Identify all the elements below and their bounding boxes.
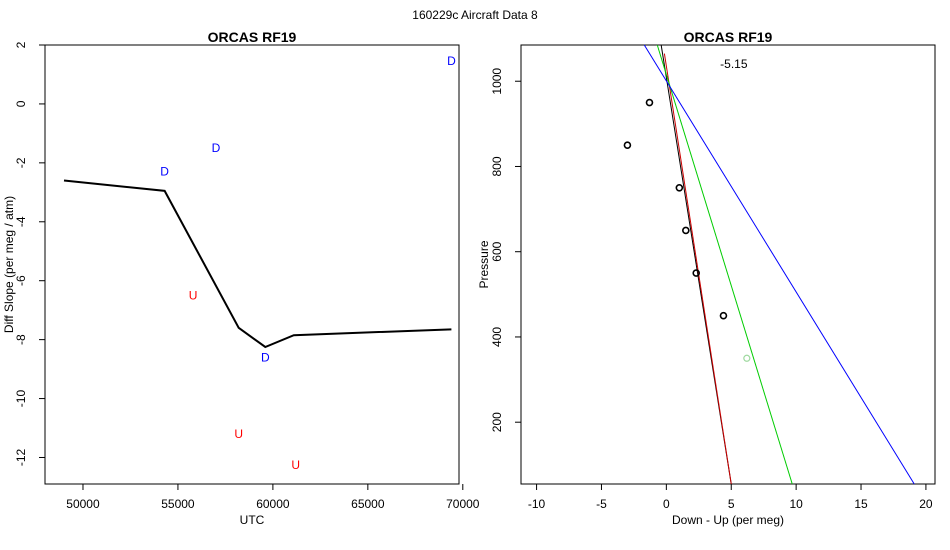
left-x-tick-label: 50000 (66, 497, 100, 511)
left-x-axis-label: UTC (240, 513, 265, 527)
blue-fit-line (643, 44, 915, 485)
right-annotation: -5.15 (720, 57, 748, 71)
down-label: D (447, 54, 456, 68)
left-x-tick-label: 55000 (161, 497, 195, 511)
left-chart-title: ORCAS RF19 (208, 29, 297, 45)
up-label: U (189, 288, 198, 302)
right-chart-panel: ORCAS RF19 Down - Up (per meg) Pressure … (477, 29, 936, 527)
right-x-ticks: -10 -5 0 5 10 15 20 (528, 484, 933, 511)
right-y-tick-label: 800 (490, 156, 504, 176)
left-y-axis-label: Diff Slope (per meg / atm) (2, 196, 16, 333)
right-scatter-points (623, 98, 751, 362)
right-y-tick-label: 1000 (490, 68, 504, 95)
left-x-tick-label: 60000 (256, 497, 290, 511)
down-label: D (261, 350, 270, 364)
right-x-tick-label: -10 (528, 497, 546, 511)
right-chart-title: ORCAS RF19 (684, 29, 773, 45)
scatter-point (645, 98, 654, 107)
right-y-tick-label: 400 (490, 327, 504, 347)
right-y-ticks: 200 400 600 800 1000 (490, 68, 521, 432)
scatter-point (623, 141, 632, 149)
scatter-point (675, 183, 684, 192)
right-x-tick-label: 0 (663, 497, 670, 511)
left-x-tick-label: 65000 (351, 497, 385, 511)
left-x-tick-label: 70000 (446, 497, 480, 511)
outlier-point (743, 354, 751, 362)
left-y-tick-label: -10 (14, 390, 28, 408)
left-y-tick-label: -6 (14, 275, 28, 286)
left-y-tick-label: -2 (14, 157, 28, 168)
up-label: U (234, 427, 243, 441)
scatter-point (719, 311, 728, 320)
right-x-tick-label: 10 (789, 497, 803, 511)
red-fit-line (663, 53, 732, 485)
scatter-point (692, 269, 701, 277)
right-x-tick-label: 15 (854, 497, 868, 511)
down-label: D (160, 165, 169, 179)
scatter-point (682, 226, 690, 235)
left-y-tick-label: -12 (14, 448, 28, 466)
figure-suptitle: 160229c Aircraft Data 8 (412, 8, 538, 22)
right-x-tick-label: -5 (596, 497, 607, 511)
left-y-tick-label: 2 (14, 41, 28, 48)
right-fit-lines (643, 44, 915, 485)
right-y-tick-label: 200 (490, 412, 504, 432)
left-series (63, 179, 452, 349)
left-chart-panel: ORCAS RF19 UTC Diff Slope (per meg / atm… (2, 29, 480, 527)
right-x-tick-label: 5 (728, 497, 735, 511)
left-plot-frame (44, 44, 460, 485)
left-y-tick-label: 0 (14, 100, 28, 107)
right-x-axis-label: Down - Up (per meg) (672, 513, 784, 527)
green-fit-line (656, 44, 793, 485)
right-plot-frame (520, 44, 936, 485)
right-x-tick-label: 20 (919, 497, 933, 511)
left-series-line (63, 179, 452, 349)
down-label: D (212, 141, 221, 155)
right-y-axis-label: Pressure (477, 240, 491, 288)
left-y-tick-label: -8 (14, 334, 28, 345)
left-y-tick-label: -4 (14, 216, 28, 227)
up-label: U (291, 458, 300, 472)
left-x-ticks: 50000 55000 60000 65000 70000 (66, 484, 480, 511)
left-point-labels: D D D D U U U (160, 54, 456, 472)
left-y-ticks: 2 0 -2 -4 -6 -8 -10 -12 (14, 41, 45, 466)
right-y-tick-label: 600 (490, 241, 504, 261)
